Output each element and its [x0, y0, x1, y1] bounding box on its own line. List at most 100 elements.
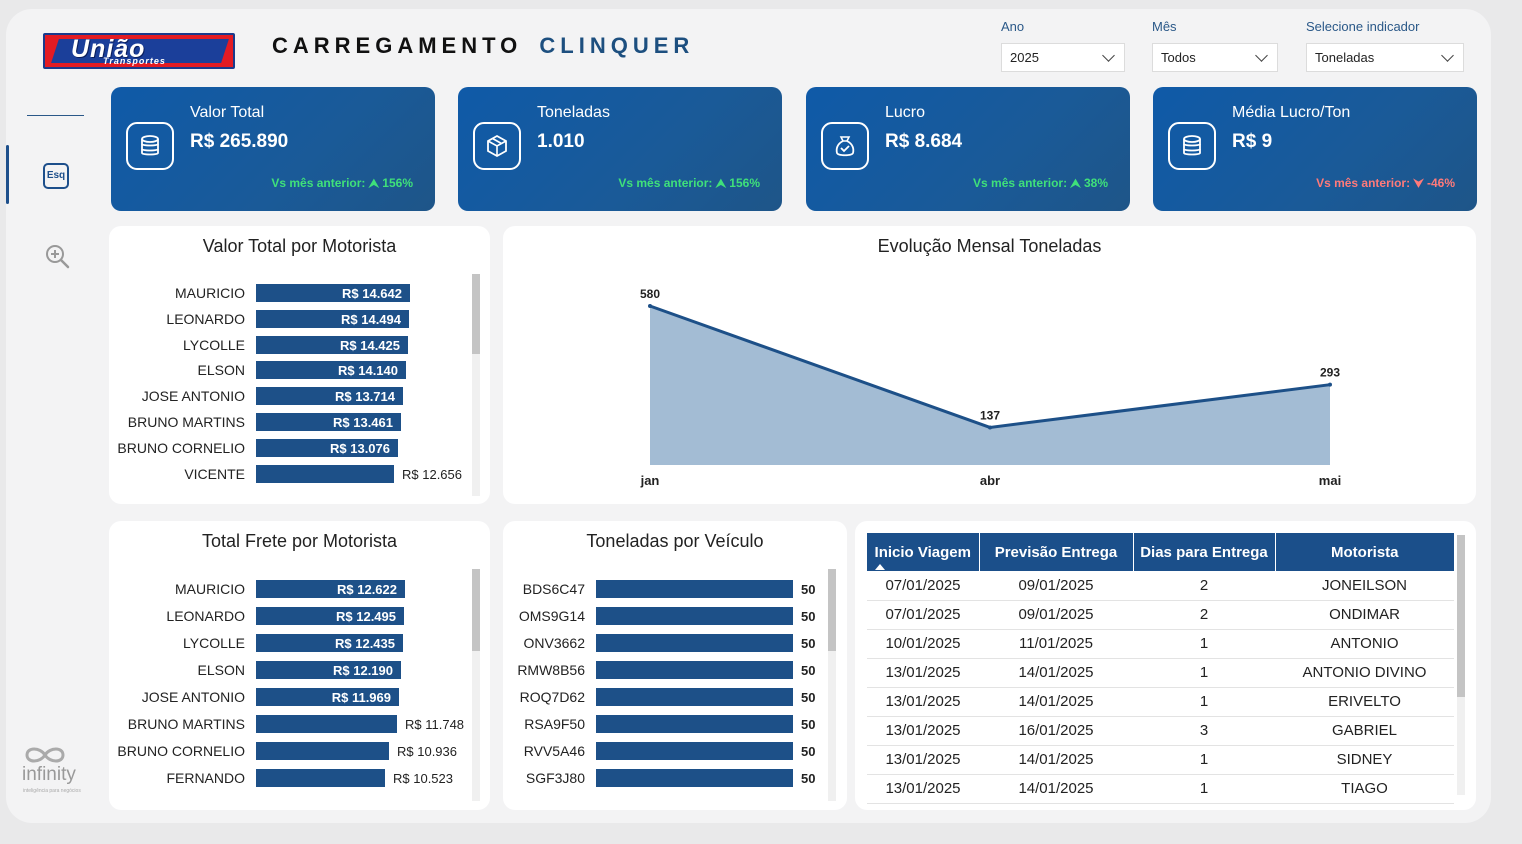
scrollbar-thumb[interactable] [472, 274, 480, 354]
kpi-value: R$ 265.890 [190, 131, 289, 152]
bar-category-label: SGF3J80 [525, 770, 585, 786]
table-row[interactable]: 10/01/2025 11/01/2025 1 ANTONIO [867, 629, 1454, 659]
zoom-in-icon[interactable] [44, 243, 70, 269]
trips-table: Inicio Viagem Previsão Entrega Dias para E… [867, 533, 1454, 804]
bar-category-label: ONV3662 [523, 635, 585, 651]
bar[interactable] [256, 284, 410, 302]
bar[interactable] [596, 607, 793, 625]
card-evolucao-mensal: Evolução Mensal Toneladas 580 jan 137 abr 29… [503, 226, 1476, 504]
bar-category-label: JOSE ANTONIO [141, 689, 245, 705]
bar-category-label: MAURICIO [175, 285, 245, 301]
bar-category-label: MAURICIO [175, 581, 245, 597]
bar-category-label: FERNANDO [166, 770, 245, 786]
kpi-comparison: Vs mês anterior: ⮝ 38% [973, 176, 1108, 190]
kpi-value: 1.010 [537, 131, 585, 152]
bar[interactable] [256, 688, 399, 706]
table-row[interactable]: 13/01/2025 14/01/2025 1 ANTONIO DIVINO [867, 658, 1454, 688]
bar[interactable] [256, 438, 398, 457]
bar[interactable] [256, 387, 403, 406]
area-fill [650, 306, 1330, 465]
arrow-up-icon: ⮝ [1070, 176, 1081, 190]
filter-indicador-dropdown[interactable]: Toneladas [1306, 43, 1464, 72]
bar[interactable] [596, 715, 793, 733]
bar[interactable] [596, 742, 793, 760]
bar[interactable] [256, 661, 401, 679]
infinity-icon [25, 747, 65, 763]
bar[interactable] [256, 607, 404, 625]
bar[interactable] [256, 413, 401, 431]
bar[interactable] [256, 580, 405, 598]
column-header[interactable]: Dias para Entrega [1133, 533, 1276, 571]
bar-value-label: R$ 13.076 [330, 440, 390, 456]
bar[interactable] [256, 769, 385, 787]
filter-mes-dropdown[interactable]: Todos [1152, 43, 1278, 72]
kpi-comparison: Vs mês anterior: ⮝ 156% [618, 176, 760, 190]
card-frete-motorista: Total Frete por Motorista MAURICIO R$ 12.… [109, 521, 490, 810]
filter-indicador-value: Toneladas [1315, 50, 1375, 65]
bar-category-label: BRUNO CORNELIO [117, 439, 245, 456]
bar-value-label: R$ 13.461 [333, 415, 393, 430]
column-header[interactable]: Previsão Entrega [979, 533, 1134, 571]
bar-category-label: BRUNO MARTINS [127, 414, 245, 430]
kpi-toneladas: Toneladas 1.010 Vs mês anterior: ⮝ 156% [458, 87, 782, 211]
brand-name: infinity [22, 764, 76, 785]
data-label: 137 [980, 408, 1000, 422]
scrollbar-thumb[interactable] [828, 569, 836, 651]
column-header[interactable]: Inicio Viagem [867, 533, 980, 571]
table-cell: 13/01/2025 [867, 658, 979, 688]
table-row[interactable]: 07/01/2025 09/01/2025 2 JONEILSON [867, 571, 1454, 601]
esq-icon[interactable]: Esq [43, 163, 69, 189]
bar[interactable] [596, 688, 793, 706]
column-header[interactable]: Motorista [1275, 533, 1454, 571]
bar[interactable] [596, 580, 793, 598]
bar-category-label: ROQ7D62 [519, 689, 585, 705]
filter-ano-label: Ano [1001, 19, 1025, 34]
bar[interactable] [256, 464, 394, 483]
table-row[interactable]: 07/01/2025 09/01/2025 2 ONDIMAR [867, 600, 1454, 630]
kpi-comparison: Vs mês anterior: ⮝ 156% [271, 176, 413, 190]
filter-indicador: Selecione indicador Toneladas [1306, 19, 1464, 72]
bar-value-label: 50 [801, 663, 816, 678]
data-point[interactable] [648, 304, 652, 308]
kpi-label: Valor Total [190, 104, 265, 121]
table-cell: 14/01/2025 [979, 687, 1133, 717]
filter-ano-dropdown[interactable]: 2025 [1001, 43, 1125, 72]
chart-title: Valor Total por Motorista [202, 236, 397, 256]
bar[interactable] [256, 742, 389, 760]
arrow-down-icon: ⮟ [1413, 176, 1424, 190]
table-cell: 07/01/2025 [867, 600, 979, 630]
kpi-valor-total: Valor Total R$ 265.890 Vs mês anterior: … [111, 87, 435, 211]
table-row[interactable]: 13/01/2025 16/01/2025 3 GABRIEL [867, 716, 1454, 746]
bar-value-label: R$ 14.494 [341, 311, 401, 327]
table-row[interactable]: 13/01/2025 14/01/2025 1 SIDNEY [867, 745, 1454, 775]
scrollbar[interactable] [472, 569, 480, 801]
bar[interactable] [256, 634, 403, 652]
scrollbar-thumb[interactable] [472, 569, 480, 651]
bar[interactable] [596, 634, 793, 652]
bar[interactable] [256, 361, 406, 380]
bar[interactable] [256, 715, 397, 733]
chevron-down-icon [1255, 48, 1268, 62]
table-row[interactable]: 13/01/2025 14/01/2025 1 ERIVELTO [867, 687, 1454, 717]
data-point[interactable] [1328, 382, 1332, 387]
data-label: 580 [640, 287, 660, 301]
bar-category-label: OMS9G14 [518, 608, 585, 624]
infinity-brand: infinity inteligência para negócios [22, 744, 90, 794]
table-row[interactable]: 13/01/2025 14/01/2025 1 TIAGO [867, 774, 1454, 804]
bar-category-label: BDS6C47 [522, 581, 585, 597]
bar-category-label: LEONARDO [166, 310, 245, 327]
bar-category-label: BRUNO MARTINS [127, 716, 245, 732]
area-chart: 580 jan 137 abr 293 mai [640, 287, 1342, 488]
filter-ano-value: 2025 [1010, 50, 1039, 65]
bar[interactable] [596, 769, 793, 787]
sort-ascending-icon [875, 564, 885, 570]
scrollbar[interactable] [828, 569, 836, 801]
scrollbar-thumb[interactable] [1457, 535, 1465, 697]
bar[interactable] [256, 309, 409, 328]
bar[interactable] [596, 661, 793, 679]
table-cell: ANTONIO DIVINO [1275, 658, 1454, 688]
scrollbar[interactable] [472, 274, 480, 496]
data-point[interactable] [988, 425, 992, 430]
bar[interactable] [256, 335, 408, 354]
bar-value-label: 50 [801, 771, 816, 786]
